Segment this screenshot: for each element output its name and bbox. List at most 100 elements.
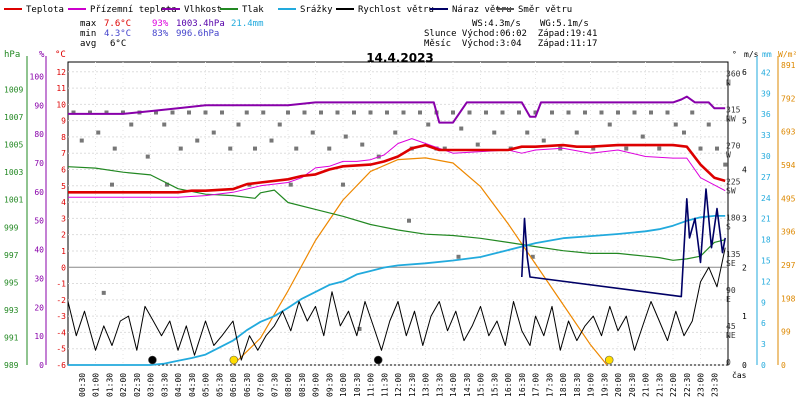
wind-direction-point: [533, 110, 538, 115]
axis-dir-compass: SW: [726, 187, 736, 196]
axis-celsius-tick: -4: [56, 328, 66, 337]
astro-moon: Měsíc Východ:3:04 Západ:11:17: [424, 39, 597, 49]
axis-wm2-title: W/m²: [778, 50, 797, 59]
axis-time-tick: 18:00: [559, 373, 568, 397]
axis-pct-tick: 10: [34, 332, 44, 341]
chart-axes: hPa% °C1009100710051003100199999799599399…: [4, 50, 797, 397]
wind-direction-point: [530, 254, 535, 259]
wind-direction-point: [294, 146, 299, 151]
axis-mm-tick: 36: [761, 110, 771, 119]
legend-label: Teplota: [26, 5, 64, 15]
wind-direction-point: [525, 130, 530, 135]
wind-direction-point: [442, 146, 447, 151]
axis-hpa-tick: 991: [4, 333, 19, 342]
axis-ms-tick: 5: [742, 117, 747, 126]
axis-pct-tick: 90: [34, 101, 44, 110]
axis-ms-tick: 2: [742, 263, 747, 272]
axis-celsius-tick: 3: [61, 214, 66, 223]
wind-direction-point: [467, 110, 472, 115]
wind-direction-point: [269, 138, 274, 143]
wind-direction-point: [550, 110, 554, 115]
series-sun-radiation: [232, 157, 608, 366]
axis-time-tick: 04:00: [174, 373, 183, 397]
axis-time-tick: 10:30: [353, 373, 362, 397]
axis-dir-tick: 180: [726, 214, 741, 223]
axis-pct-tick: 80: [34, 130, 44, 139]
axis-dir-compass: NW: [726, 115, 736, 124]
wind-direction-point: [319, 110, 323, 115]
axis-time-tick: 19:00: [587, 373, 596, 397]
axis-pct-tick: 20: [34, 303, 44, 312]
axis-dir-tick: 225: [726, 178, 741, 187]
axis-time-tick: 08:00: [284, 373, 293, 397]
axis-mm-tick: 15: [761, 257, 771, 266]
axis-ms-tick: 1: [742, 312, 747, 321]
axis-time-tick: 09:00: [312, 373, 321, 397]
wind-direction-point: [624, 146, 629, 151]
wind-direction-point: [110, 182, 114, 187]
axis-dir-compass: W: [726, 151, 731, 160]
stat-max-press: 1003.4hPa: [176, 19, 225, 29]
axis-time-tick: 11:00: [367, 373, 376, 397]
wind-direction-point: [698, 146, 703, 151]
axis-celsius-tick: 0: [61, 263, 66, 272]
axis-celsius-tick: 7: [61, 149, 66, 158]
astro-sun: Slunce Východ:06:02 Západ:19:41: [424, 29, 597, 39]
axis-celsius-tick: 11: [56, 84, 66, 93]
wind-direction-point: [211, 130, 216, 135]
axis-ms-tick: 0: [742, 361, 747, 370]
wind-direction-point: [385, 110, 389, 115]
wind-direction-point: [244, 110, 249, 115]
axis-time-tick: 15:00: [477, 373, 486, 397]
axis-pct-tick: 30: [34, 274, 44, 283]
plot-series: [67, 95, 728, 366]
chart-title: 14.4.2023: [366, 51, 434, 65]
axis-celsius-tick: 10: [56, 100, 66, 109]
axis-hpa-title: hPa: [4, 50, 20, 60]
wind-direction-point: [640, 134, 645, 139]
marker-sunset: [604, 355, 614, 365]
axis-time-tick: 01:30: [105, 373, 114, 397]
wind-direction-point: [517, 110, 521, 115]
legend-label: Tlak: [242, 5, 264, 15]
axis-time-tick: 07:30: [270, 373, 279, 397]
legend-label: Přízemní teplota: [90, 5, 177, 15]
wind-direction-point: [657, 146, 662, 151]
wind-direction-point: [682, 130, 686, 135]
stat-min-label: min: [80, 29, 96, 39]
axis-time-title: čas: [732, 370, 747, 380]
wind-direction-point: [360, 142, 365, 147]
axis-time-tick: 14:00: [449, 373, 458, 397]
axis-time-tick: 20:30: [628, 373, 637, 397]
wind-direction-point: [277, 122, 282, 127]
wind-direction-point: [407, 218, 411, 223]
axis-celsius-title: °C: [55, 50, 66, 60]
axis-time-tick: 05:00: [202, 373, 211, 397]
axis-time-tick: 01:00: [92, 373, 101, 397]
wind-direction-point: [327, 146, 332, 151]
axis-wm2-tick: 297: [781, 261, 796, 270]
legend-label: Srážky: [300, 5, 333, 15]
legend-label: Vlhkost: [184, 5, 222, 15]
axis-mm-title: mm: [762, 50, 772, 59]
wind-direction-point: [165, 182, 169, 187]
wind-direction-point: [101, 290, 106, 295]
axis-pct-tick: 70: [34, 159, 44, 168]
series-rain: [68, 214, 726, 366]
axis-time-tick: 23:00: [697, 373, 706, 397]
wind-direction-point: [79, 138, 84, 143]
axis-mm-tick: 24: [761, 194, 771, 203]
stat-min-temp: 4.3°C: [104, 29, 131, 39]
axis-wm2-tick: 693: [781, 128, 796, 137]
axis-pct-tick: 50: [34, 217, 44, 226]
series-wind-speed: [67, 247, 726, 361]
axis-time-tick: 02:00: [119, 373, 128, 397]
wind-direction-point: [88, 110, 92, 115]
axis-time-tick: 11:30: [380, 373, 389, 397]
axis-mm-tick: 18: [761, 236, 771, 245]
wind-ws: WS:4.3m/s: [472, 19, 521, 29]
wind-direction-point: [706, 122, 711, 127]
axis-time-tick: 05:30: [215, 373, 224, 397]
wind-direction-point: [187, 110, 191, 115]
legend-label: Rychlost větru: [358, 5, 434, 15]
